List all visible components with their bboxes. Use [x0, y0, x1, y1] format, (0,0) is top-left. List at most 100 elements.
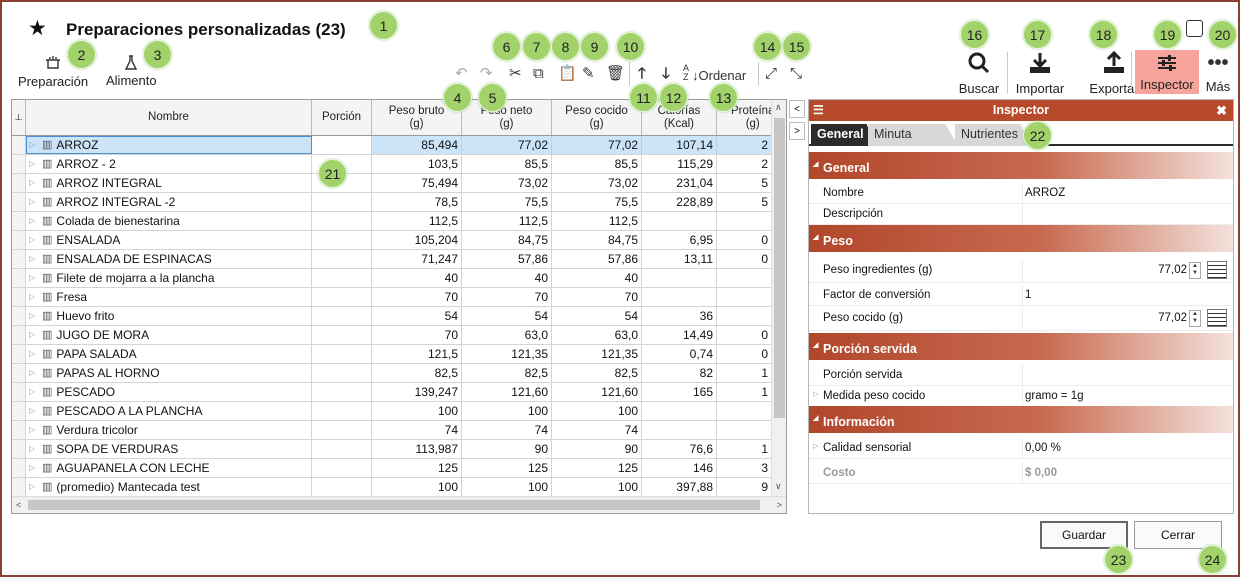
cell-neto[interactable]: 84,75 — [462, 231, 552, 249]
cell-neto[interactable]: 121,60 — [462, 383, 552, 401]
expand-row-icon[interactable]: ▷ — [29, 311, 36, 320]
expand-row-icon[interactable]: ▷ — [29, 463, 36, 472]
table-row[interactable]: ▷ ▥ Colada de bienestarina 112,5 112,5 112,5 — [12, 212, 772, 231]
calculator-icon[interactable] — [1207, 309, 1227, 327]
cell-prot[interactable] — [717, 421, 772, 439]
preparacion-button[interactable]: Preparación — [18, 55, 88, 89]
cell-prot[interactable]: 0 — [717, 250, 772, 268]
row-gutter[interactable] — [12, 326, 26, 344]
copy-icon[interactable]: ⧉ — [533, 65, 544, 82]
cell-porcion[interactable] — [312, 478, 372, 496]
expand-row-icon[interactable]: ▷ — [29, 387, 36, 396]
cell-prot[interactable] — [717, 269, 772, 287]
cell-prot[interactable] — [717, 307, 772, 325]
cell-cocido[interactable]: 100 — [552, 402, 642, 420]
close-icon[interactable]: ✖ — [1216, 103, 1227, 118]
cell-bruto[interactable]: 82,5 — [372, 364, 462, 382]
cell-prot[interactable]: 9 — [717, 478, 772, 496]
cell-porcion[interactable] — [312, 402, 372, 420]
cell-nombre[interactable]: ▷ ▥ ARROZ INTEGRAL — [26, 174, 312, 192]
cell-cocido[interactable]: 77,02 — [552, 136, 642, 154]
cell-nombre[interactable]: ▷ ▥ ENSALADA DE ESPINACAS — [26, 250, 312, 268]
cell-cocido[interactable]: 121,35 — [552, 345, 642, 363]
cell-neto[interactable]: 112,5 — [462, 212, 552, 230]
cell-prot[interactable]: 0 — [717, 231, 772, 249]
cell-bruto[interactable]: 70 — [372, 326, 462, 344]
cell-neto[interactable]: 70 — [462, 288, 552, 306]
table-row[interactable]: ▷ ▥ SOPA DE VERDURAS 113,987 90 90 76,6 1 — [12, 440, 772, 459]
cell-kcal[interactable]: 0,74 — [642, 345, 717, 363]
section-porcion-servida[interactable]: ◢ Porción servida — [809, 333, 1233, 360]
cell-neto[interactable]: 63,0 — [462, 326, 552, 344]
row-gutter[interactable] — [12, 174, 26, 192]
row-gutter[interactable] — [12, 212, 26, 230]
expand-row-icon[interactable]: ▷ — [29, 178, 36, 187]
cell-neto[interactable]: 125 — [462, 459, 552, 477]
cell-kcal[interactable]: 146 — [642, 459, 717, 477]
scroll-left-icon[interactable]: < — [16, 500, 22, 510]
row-gutter[interactable] — [12, 193, 26, 211]
table-row[interactable]: ▷ ▥ PESCADO 139,247 121,60 121,60 165 1 — [12, 383, 772, 402]
cell-bruto[interactable]: 85,494 — [372, 136, 462, 154]
cell-neto[interactable]: 100 — [462, 402, 552, 420]
expand-row-icon[interactable]: ▷ — [29, 254, 36, 263]
redo-icon[interactable]: ↷ — [480, 65, 493, 82]
cell-nombre[interactable]: ▷ ▥ Huevo frito — [26, 307, 312, 325]
cell-nombre[interactable]: ▷ ▥ Fresa — [26, 288, 312, 306]
cell-bruto[interactable]: 100 — [372, 478, 462, 496]
cell-kcal[interactable]: 82 — [642, 364, 717, 382]
cell-cocido[interactable]: 75,5 — [552, 193, 642, 211]
cell-nombre[interactable]: ▷ ▥ ARROZ - 2 — [26, 155, 312, 173]
collapse-left-icon[interactable]: < — [789, 100, 805, 118]
expand-arrow-icon[interactable]: ▷ — [813, 443, 819, 450]
cell-neto[interactable]: 85,5 — [462, 155, 552, 173]
cell-cocido[interactable]: 112,5 — [552, 212, 642, 230]
expand-row-icon[interactable]: ▷ — [29, 140, 36, 149]
cell-porcion[interactable] — [312, 136, 372, 154]
expand-arrow-icon[interactable]: ▷ — [813, 391, 819, 398]
cell-cocido[interactable]: 121,60 — [552, 383, 642, 401]
cell-porcion[interactable] — [312, 288, 372, 306]
cell-bruto[interactable]: 112,5 — [372, 212, 462, 230]
cell-nombre[interactable]: ▷ ▥ ARROZ INTEGRAL -2 — [26, 193, 312, 211]
table-row[interactable]: ▷ ▥ Verdura tricolor 74 74 74 — [12, 421, 772, 440]
cell-neto[interactable]: 90 — [462, 440, 552, 458]
cell-kcal[interactable]: 107,14 — [642, 136, 717, 154]
table-row[interactable]: ▷ ▥ Filete de mojarra a la plancha 40 40 40 — [12, 269, 772, 288]
delete-icon[interactable]: 🗑 — [606, 65, 626, 82]
column-proteina[interactable]: Proteína (g) — [717, 100, 772, 135]
cell-porcion[interactable] — [312, 345, 372, 363]
star-icon[interactable]: ★ — [28, 17, 47, 40]
table-row[interactable]: ▷ ▥ AGUAPANELA CON LECHE 125 125 125 146 3 — [12, 459, 772, 478]
mas-button[interactable]: ••• Más — [1202, 51, 1234, 94]
cell-bruto[interactable]: 103,5 — [372, 155, 462, 173]
cell-prot[interactable] — [717, 212, 772, 230]
row-gutter[interactable] — [12, 478, 26, 496]
cell-prot[interactable]: 3 — [717, 459, 772, 477]
cell-bruto[interactable]: 100 — [372, 402, 462, 420]
cell-bruto[interactable]: 40 — [372, 269, 462, 287]
column-nombre[interactable]: Nombre — [26, 100, 312, 135]
prop-factor-conversion[interactable]: Factor de conversión 1 — [809, 285, 1233, 306]
table-row[interactable]: ▷ ▥ ENSALADA 105,204 84,75 84,75 6,95 0 — [12, 231, 772, 250]
cell-nombre[interactable]: ▷ ▥ Colada de bienestarina — [26, 212, 312, 230]
table-row[interactable]: ▷ ▥ PAPAS AL HORNO 82,5 82,5 82,5 82 1 — [12, 364, 772, 383]
cell-cocido[interactable]: 63,0 — [552, 326, 642, 344]
ordenar-button[interactable]: ↓Ordenar — [692, 68, 746, 84]
expand-row-icon[interactable]: ▷ — [29, 368, 36, 377]
expand-icon[interactable]: ⤢ — [765, 65, 778, 82]
column-peso-cocido[interactable]: Peso cocido (g) — [552, 100, 642, 135]
cell-bruto[interactable]: 121,5 — [372, 345, 462, 363]
row-gutter[interactable] — [12, 307, 26, 325]
spinner-icon[interactable]: ▲ ▼ — [1189, 262, 1201, 279]
section-peso[interactable]: ◢ Peso — [809, 225, 1233, 252]
row-gutter[interactable] — [12, 421, 26, 439]
cell-kcal[interactable]: 36 — [642, 307, 717, 325]
cell-cocido[interactable]: 73,02 — [552, 174, 642, 192]
edit-icon[interactable]: ✎ — [582, 65, 595, 82]
tab-nutrientes[interactable]: Nutrientes — [955, 124, 1031, 146]
row-gutter[interactable] — [12, 440, 26, 458]
paste-icon[interactable]: 📋 — [558, 65, 577, 82]
table-row[interactable]: ▷ ▥ JUGO DE MORA 70 63,0 63,0 14,49 0 — [12, 326, 772, 345]
cell-kcal[interactable]: 115,29 — [642, 155, 717, 173]
